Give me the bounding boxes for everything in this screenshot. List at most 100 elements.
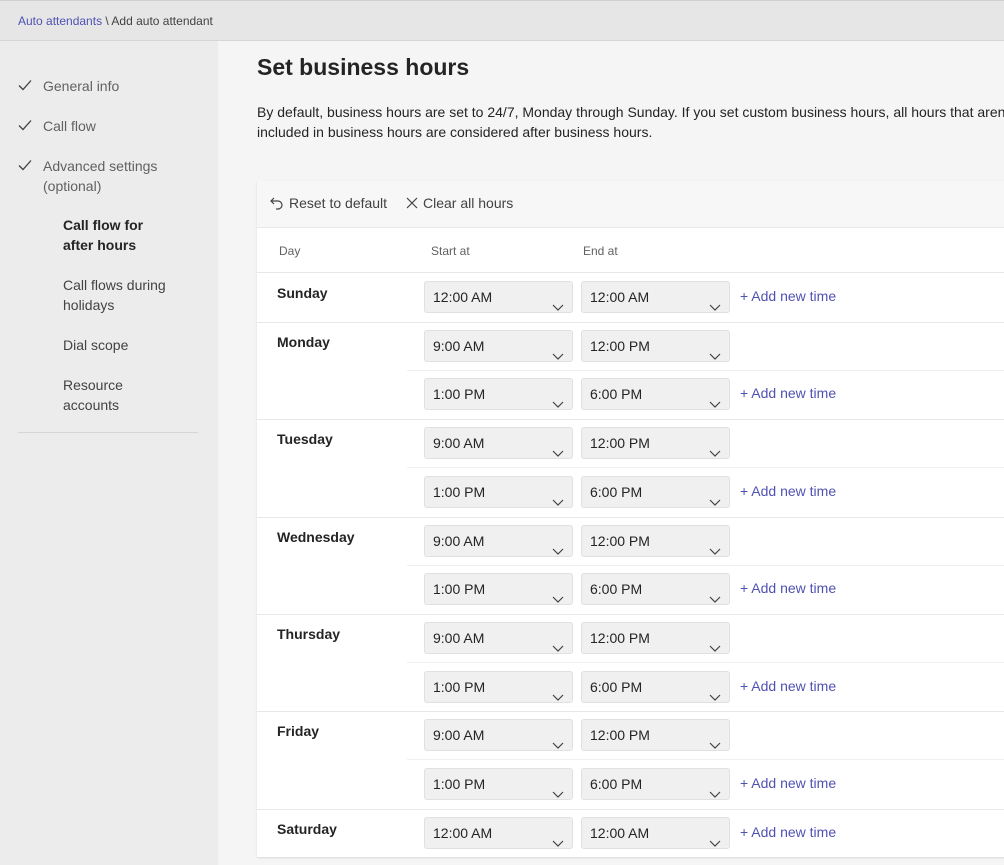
- add-new-time-link[interactable]: + Add new time: [740, 823, 837, 840]
- sidebar-step-general-info[interactable]: General info: [18, 76, 173, 96]
- end-time-value: 12:00 PM: [590, 629, 650, 646]
- check-icon: [18, 156, 43, 176]
- sidebar-step-advanced-settings[interactable]: Advanced settings (optional): [18, 156, 163, 196]
- chevron-down-icon: [552, 730, 564, 760]
- day-label-wednesday: Wednesday: [277, 528, 355, 545]
- chevron-down-icon: [552, 682, 564, 712]
- chevron-down-icon: [552, 828, 564, 858]
- end-time-dropdown[interactable]: 12:00 PM: [581, 621, 730, 654]
- main-content: Set business hours By default, business …: [218, 41, 1004, 865]
- end-time-dropdown[interactable]: 12:00 PM: [581, 329, 730, 362]
- end-time-dropdown[interactable]: 12:00 AM: [581, 281, 730, 313]
- chevron-down-icon: [709, 292, 721, 322]
- sidebar-substep-call-flows-holidays[interactable]: Call flows during holidays: [63, 277, 166, 313]
- breadcrumb-current: Add auto attendant: [111, 14, 213, 28]
- end-time-dropdown[interactable]: 6:00 PM: [581, 378, 730, 411]
- start-time-dropdown[interactable]: 12:00 AM: [424, 816, 573, 849]
- add-new-time-link[interactable]: + Add new time: [740, 385, 837, 402]
- chevron-down-icon: [709, 536, 721, 566]
- slot-divider: [407, 564, 1004, 566]
- chevron-down-icon: [709, 584, 721, 614]
- end-time-value: 6:00 PM: [590, 386, 643, 403]
- add-new-time-link[interactable]: + Add new time: [740, 677, 837, 694]
- end-time-value: 6:00 PM: [590, 483, 643, 500]
- day-divider: [257, 419, 1004, 421]
- end-time-dropdown[interactable]: 6:00 PM: [581, 573, 730, 606]
- start-time-dropdown[interactable]: 12:00 AM: [424, 281, 573, 313]
- day-label-thursday: Thursday: [277, 625, 341, 642]
- chevron-down-icon: [552, 389, 564, 419]
- chevron-down-icon: [552, 487, 564, 517]
- start-time-value: 1:00 PM: [433, 678, 486, 695]
- start-time-dropdown[interactable]: 1:00 PM: [424, 573, 573, 606]
- sidebar-substep-dial-scope[interactable]: Dial scope: [63, 337, 129, 353]
- end-time-dropdown[interactable]: 12:00 PM: [581, 427, 730, 460]
- end-time-dropdown[interactable]: 6:00 PM: [581, 670, 730, 703]
- column-header-end: End at: [583, 244, 618, 258]
- top-bar: Auto attendants \ Add auto attendant: [0, 0, 1004, 41]
- column-header-start: Start at: [431, 244, 470, 258]
- chevron-down-icon: [552, 633, 564, 663]
- end-time-value: 12:00 PM: [590, 337, 650, 354]
- chevron-down-icon: [709, 682, 721, 712]
- end-time-dropdown[interactable]: 12:00 PM: [581, 719, 730, 752]
- chevron-down-icon: [709, 633, 721, 663]
- breadcrumb-auto-attendants-link[interactable]: Auto attendants: [18, 14, 103, 28]
- day-divider: [257, 613, 1004, 615]
- add-new-time-link[interactable]: + Add new time: [740, 288, 837, 304]
- chevron-down-icon: [552, 438, 564, 468]
- close-icon: [406, 197, 418, 209]
- chevron-down-icon: [709, 730, 721, 760]
- start-time-dropdown[interactable]: 1:00 PM: [424, 378, 573, 411]
- start-time-dropdown[interactable]: 9:00 AM: [424, 329, 573, 362]
- start-time-dropdown[interactable]: 9:00 AM: [424, 719, 573, 752]
- start-time-value: 9:00 AM: [433, 435, 485, 452]
- card-toolbar: Reset to default Clear all hours: [257, 181, 1004, 228]
- end-time-dropdown[interactable]: 12:00 AM: [581, 816, 730, 849]
- end-time-dropdown[interactable]: 12:00 PM: [581, 524, 730, 557]
- chevron-down-icon: [709, 341, 721, 371]
- check-icon: [18, 116, 43, 136]
- start-time-value: 1:00 PM: [433, 386, 486, 403]
- start-time-dropdown[interactable]: 1:00 PM: [424, 768, 573, 800]
- start-time-dropdown[interactable]: 9:00 AM: [424, 524, 573, 557]
- day-label-saturday: Saturday: [277, 820, 337, 837]
- breadcrumb: Auto attendants \ Add auto attendant: [18, 14, 213, 28]
- page-title: Set business hours: [257, 54, 470, 80]
- start-time-value: 12:00 AM: [433, 289, 493, 305]
- check-icon: [18, 76, 43, 96]
- start-time-dropdown[interactable]: 1:00 PM: [424, 670, 573, 703]
- day-divider: [257, 808, 1004, 810]
- end-time-value: 6:00 PM: [590, 776, 643, 792]
- start-time-value: 9:00 AM: [433, 337, 485, 354]
- day-label-friday: Friday: [277, 723, 320, 740]
- start-time-dropdown[interactable]: 9:00 AM: [424, 427, 573, 460]
- sidebar-step-label: Call flow: [43, 118, 96, 134]
- start-time-dropdown[interactable]: 1:00 PM: [424, 475, 573, 508]
- slot-divider: [407, 661, 1004, 663]
- end-time-dropdown[interactable]: 6:00 PM: [581, 475, 730, 508]
- start-time-value: 1:00 PM: [433, 483, 486, 500]
- sidebar-step-call-flow[interactable]: Call flow: [18, 116, 173, 136]
- end-time-value: 12:00 PM: [590, 532, 650, 549]
- start-time-value: 9:00 AM: [433, 629, 485, 646]
- chevron-down-icon: [709, 828, 721, 858]
- chevron-down-icon: [709, 779, 721, 809]
- start-time-dropdown[interactable]: 9:00 AM: [424, 621, 573, 654]
- sidebar-step-label: Advanced settings (optional): [43, 158, 158, 194]
- header-divider: [257, 272, 1004, 273]
- sidebar-substep-resource-accounts[interactable]: Resource accounts: [63, 377, 123, 413]
- chevron-down-icon: [709, 487, 721, 517]
- sidebar-substep-call-flow-after-hours[interactable]: Call flow for after hours: [63, 217, 144, 253]
- clear-all-hours-button[interactable]: Clear all hours: [406, 195, 513, 211]
- chevron-down-icon: [709, 389, 721, 419]
- end-time-dropdown[interactable]: 6:00 PM: [581, 768, 730, 800]
- add-new-time-link[interactable]: + Add new time: [740, 775, 837, 791]
- start-time-value: 1:00 PM: [433, 581, 486, 598]
- business-hours-card: Reset to default Clear all hours Day Sta…: [257, 181, 1004, 857]
- add-new-time-link[interactable]: + Add new time: [740, 482, 837, 499]
- reset-to-default-button[interactable]: Reset to default: [270, 195, 387, 211]
- end-time-value: 12:00 PM: [590, 727, 650, 744]
- add-new-time-link[interactable]: + Add new time: [740, 580, 837, 597]
- chevron-down-icon: [552, 779, 564, 809]
